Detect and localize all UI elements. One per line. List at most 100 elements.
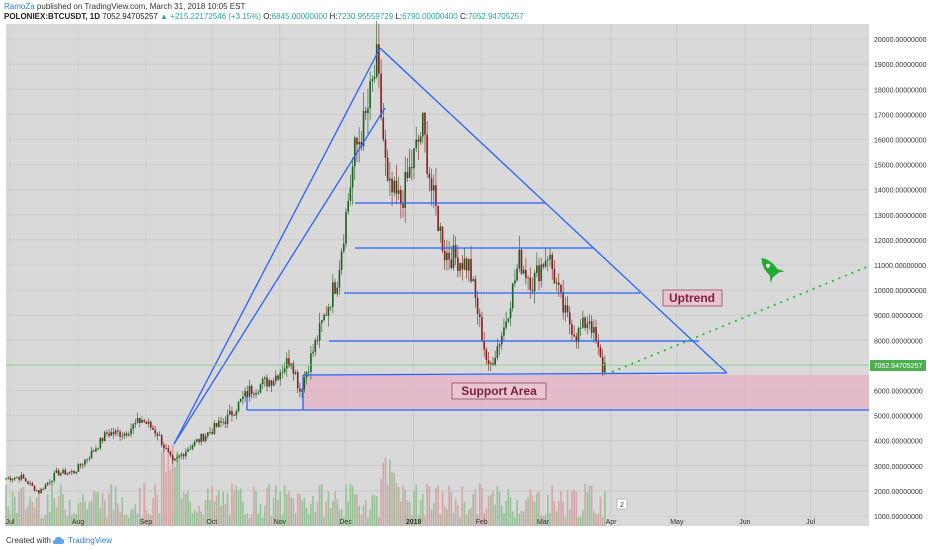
volume-bar [117,503,119,526]
candle-body [503,327,505,336]
volume-bar [139,487,141,526]
candle-body [29,483,31,484]
volume-bar [169,469,172,526]
trend-line [173,107,386,445]
candle-body [419,136,422,142]
candle-body [9,477,12,481]
volume-bar [452,512,455,526]
candle-body [571,324,573,335]
event-badge[interactable]: 2 [616,498,628,510]
volume-bars [5,444,606,526]
volume-bar [7,506,9,526]
candle-body [312,351,314,354]
candle-body [367,108,369,114]
candle-body [321,320,323,323]
y-tick-label: 11000.00000000 [874,263,926,270]
volume-bar [272,497,275,526]
candle-body [226,414,229,424]
volume-bar [261,517,264,526]
candle-body [244,391,246,397]
volume-bar [40,517,42,526]
volume-bar [549,513,551,526]
candle-body [507,318,510,322]
author-link[interactable]: RamoZa [4,2,35,11]
y-tick-label: 18000.00000000 [874,87,927,94]
symbol-label[interactable]: POLONIEX:BTCUSDT, 1D [4,12,101,21]
y-tick-label: 1000.00000000 [874,514,923,521]
candle-body [237,401,240,412]
volume-bar [299,493,301,526]
candle-body [84,460,86,465]
candle-body [259,384,262,393]
volume-bar [353,494,356,526]
y-tick-label: 19000.00000000 [874,62,927,69]
volume-bar [246,513,249,526]
candle-body [7,477,9,479]
tradingview-brand-link[interactable]: TradingView [68,536,113,545]
volume-bar [448,485,450,526]
close-label: C: [459,12,468,21]
time-axis[interactable]: Jul Aug Sep Oct Nov Dec 2018 Feb Mar Apr May Jun Jul [6,519,816,526]
volume-bar [323,517,325,526]
price-axis[interactable]: 1000.00000000 2000.00000000 3000.00000000 4… [874,37,927,521]
volume-bar [360,514,363,526]
candle-body [590,321,593,333]
volume-bar [584,483,586,526]
volume-bar [489,494,492,526]
volume-bar [134,504,137,526]
volume-bar [329,507,332,526]
volume-bar [110,484,113,526]
volume-bar [237,490,240,526]
candle-body [415,139,417,149]
candle-body [110,432,113,436]
volume-bar [242,501,244,526]
volume-bar [294,513,297,526]
candle-body [73,471,75,474]
volume-bar [86,509,88,526]
close-value: 7052.94705257 [467,12,524,21]
uptrend-label-box[interactable]: Uptrend [662,289,723,307]
volume-bar [95,492,97,526]
candle-body [154,429,156,434]
candle-body [200,433,203,442]
candle-body [108,433,110,436]
candle-body [106,432,108,434]
candle-body [281,372,284,373]
candle-body [264,377,266,379]
volume-bar [259,504,262,526]
volume-bar [275,485,277,526]
trend-drawings[interactable] [6,47,870,445]
price-chart[interactable]: 1000.00000000 2000.00000000 3000.00000000 4… [0,0,932,532]
candle-body [143,420,145,422]
volume-bar [233,490,235,526]
volume-bar [573,489,575,526]
candle-body [547,259,549,261]
volume-bar [97,491,99,526]
volume-bar [373,495,376,526]
candle-body [345,211,347,244]
volume-bar [231,483,233,526]
candle-body [560,285,562,293]
rocket-icon [761,258,785,283]
candle-body [351,166,354,188]
volume-bar [364,500,367,526]
candle-body [468,258,470,271]
volume-bar [266,487,268,526]
volume-bar [209,500,211,526]
volume-bar [483,512,485,526]
volume-bar [180,498,183,526]
volume-bar [514,517,516,526]
price-change: ▲ +215.22172546 (+3.15%) [160,12,261,21]
volume-bar [536,493,538,526]
volume-bar [29,496,31,526]
volume-bar [531,495,534,526]
candle-body [597,341,600,348]
volume-bar [411,515,413,526]
y-tick-label: 3000.00000000 [874,464,923,471]
volume-bar [38,494,40,526]
volume-bar [81,494,84,526]
candle-body [139,417,141,423]
support-label-box[interactable]: Support Area [451,382,547,400]
volume-bar [343,517,345,526]
published-text: published on TradingView.com, March 31, … [36,2,246,11]
